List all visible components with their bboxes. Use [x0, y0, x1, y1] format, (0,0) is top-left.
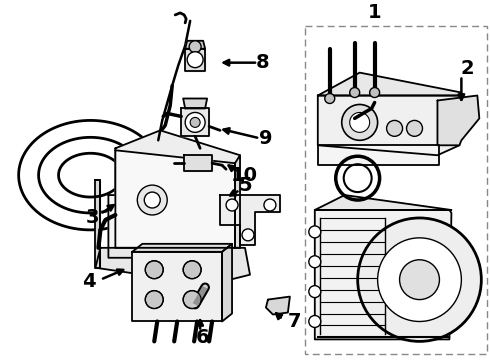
Circle shape: [369, 87, 380, 98]
Circle shape: [183, 261, 201, 279]
Polygon shape: [185, 41, 205, 49]
Text: 6: 6: [196, 328, 209, 347]
Circle shape: [309, 226, 321, 238]
Text: 10: 10: [230, 166, 258, 185]
Circle shape: [399, 260, 440, 300]
Polygon shape: [96, 248, 250, 285]
Circle shape: [242, 229, 254, 241]
Text: 2: 2: [461, 59, 474, 78]
Circle shape: [189, 41, 201, 53]
Text: 1: 1: [368, 3, 381, 22]
Bar: [305, 26, 488, 354]
Polygon shape: [318, 73, 462, 95]
Circle shape: [309, 256, 321, 268]
Circle shape: [190, 117, 200, 127]
Polygon shape: [115, 130, 240, 195]
Polygon shape: [222, 244, 232, 321]
Circle shape: [183, 291, 201, 309]
Polygon shape: [184, 155, 212, 171]
Circle shape: [137, 185, 167, 215]
Polygon shape: [235, 155, 240, 248]
Polygon shape: [438, 95, 479, 145]
Polygon shape: [185, 49, 205, 71]
Polygon shape: [315, 195, 451, 210]
Circle shape: [185, 112, 205, 132]
Circle shape: [187, 52, 203, 68]
Text: 8: 8: [256, 53, 270, 72]
Circle shape: [264, 199, 276, 211]
Polygon shape: [96, 180, 100, 268]
Text: 4: 4: [82, 272, 95, 291]
Circle shape: [407, 120, 422, 136]
Circle shape: [325, 94, 335, 103]
Polygon shape: [318, 145, 440, 165]
Circle shape: [226, 199, 238, 211]
Text: 5: 5: [238, 176, 252, 195]
Circle shape: [378, 238, 462, 321]
Circle shape: [350, 112, 369, 132]
Text: 3: 3: [86, 208, 99, 228]
Polygon shape: [115, 150, 235, 248]
Polygon shape: [266, 297, 290, 315]
Polygon shape: [132, 252, 222, 321]
Circle shape: [358, 218, 481, 341]
Circle shape: [387, 120, 403, 136]
Polygon shape: [108, 195, 240, 258]
Circle shape: [309, 315, 321, 328]
Polygon shape: [183, 99, 207, 108]
Circle shape: [144, 192, 160, 208]
Circle shape: [350, 87, 360, 98]
Polygon shape: [318, 95, 462, 155]
Polygon shape: [181, 108, 209, 136]
Polygon shape: [132, 244, 232, 252]
Circle shape: [309, 285, 321, 298]
Circle shape: [342, 104, 378, 140]
Polygon shape: [220, 195, 280, 245]
Circle shape: [145, 261, 163, 279]
Circle shape: [145, 291, 163, 309]
Polygon shape: [315, 210, 451, 339]
Text: 7: 7: [288, 312, 302, 331]
Text: 9: 9: [259, 129, 273, 148]
